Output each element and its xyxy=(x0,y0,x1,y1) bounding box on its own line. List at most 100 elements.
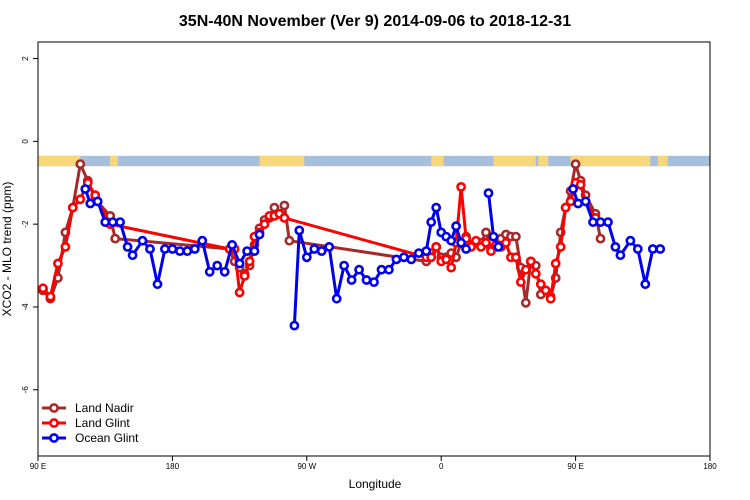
land-nadir-point xyxy=(570,159,581,169)
ocean-glint-point xyxy=(421,246,432,256)
land-band xyxy=(431,155,444,167)
ocean-glint-point xyxy=(406,254,417,265)
legend-label: Ocean Glint xyxy=(75,431,139,445)
land-glint-point xyxy=(511,252,521,263)
x-axis-label: Longitude xyxy=(349,477,402,491)
land-band xyxy=(110,155,118,167)
land-nadir-point xyxy=(481,227,491,238)
ocean-glint-point xyxy=(488,231,499,242)
ocean-glint-point xyxy=(80,184,91,194)
ocean-glint-point xyxy=(456,237,466,248)
chart-title: 35N-40N November (Ver 9) 2014-09-06 to 2… xyxy=(179,13,571,30)
ocean-glint-point xyxy=(152,279,163,290)
land-glint-point xyxy=(520,264,531,275)
land-glint-point xyxy=(525,256,536,267)
land-glint-point xyxy=(515,277,526,287)
land-glint-point xyxy=(575,179,586,190)
ocean-glint-point xyxy=(625,235,636,246)
land-nadir-point xyxy=(511,231,521,242)
land-band xyxy=(38,155,81,167)
x-tick-label: 90 W xyxy=(297,462,316,471)
plot-frame xyxy=(37,41,711,457)
ocean-glint-point xyxy=(573,198,583,209)
ocean-glint-point xyxy=(339,260,349,271)
land-band xyxy=(657,155,668,167)
landmask-strip xyxy=(38,155,710,167)
land-glint-point xyxy=(67,202,78,213)
ocean-glint-point xyxy=(182,246,193,256)
ocean-glint-point xyxy=(254,229,265,240)
ocean-glint-point xyxy=(383,264,394,275)
land-band xyxy=(493,155,536,167)
land-glint-point xyxy=(550,258,561,269)
ocean-glint-point xyxy=(446,235,457,246)
ocean-glint-point xyxy=(289,320,300,331)
ocean-glint-point xyxy=(632,244,643,254)
ocean-glint-point xyxy=(461,244,471,254)
y-tick-label: -6 xyxy=(21,386,30,394)
ocean-glint-point xyxy=(580,196,591,207)
land-glint-point xyxy=(426,252,437,263)
land-glint-point xyxy=(555,241,566,252)
ocean-glint-point xyxy=(115,217,125,227)
land-glint-point xyxy=(441,254,452,265)
legend-marker xyxy=(49,418,59,428)
land-band xyxy=(570,155,651,167)
land-glint-point xyxy=(431,241,442,252)
ocean-glint-point xyxy=(361,275,372,285)
ocean-glint-point xyxy=(316,246,327,256)
land-glint-point xyxy=(481,237,491,248)
x-tick-label: 90 E xyxy=(567,462,583,471)
ocean-glint-point xyxy=(145,244,155,254)
ocean-glint-point xyxy=(127,250,138,261)
land-glint-point xyxy=(446,262,457,273)
ocean-glint-point xyxy=(137,235,148,246)
land-nadir-point xyxy=(284,235,295,246)
land-glint-point xyxy=(239,270,250,281)
ocean-glint-point xyxy=(483,188,494,198)
land-glint-point xyxy=(540,285,551,296)
land-glint-point xyxy=(560,202,571,213)
ocean-glint-point xyxy=(615,250,626,261)
ocean-glint-point xyxy=(301,252,312,263)
ocean-glint-point xyxy=(610,241,621,252)
ocean-glint-point xyxy=(655,244,666,254)
land-glint-point xyxy=(530,268,541,279)
legend-label: Land Nadir xyxy=(75,401,134,415)
land-glint-point xyxy=(279,212,290,223)
legend-item-land-nadir: Land Nadir xyxy=(42,401,134,415)
y-axis-label: XCO2 - MLO trend (ppm) xyxy=(0,182,14,317)
ocean-glint-point xyxy=(294,225,305,236)
land-glint-point xyxy=(75,194,86,205)
ocean-glint-point xyxy=(167,244,178,254)
ocean-glint-point xyxy=(197,235,208,246)
land-glint-point xyxy=(565,196,576,207)
ocean-glint-point xyxy=(92,196,103,207)
land-glint-point xyxy=(535,279,546,290)
ocean-glint-point xyxy=(640,279,651,290)
x-axis: 90 E 180 90 W 0 90 E 180 xyxy=(30,456,717,471)
ocean-glint-point xyxy=(100,217,111,227)
ocean-glint-point xyxy=(346,275,357,285)
ocean-glint-point xyxy=(354,264,364,275)
ocean-glint-point xyxy=(189,244,200,254)
ocean-glint-point xyxy=(588,217,598,227)
ocean-glint-point xyxy=(568,184,578,194)
ocean-glint-point xyxy=(331,293,342,304)
ocean-band xyxy=(38,155,710,167)
ocean-glint-point xyxy=(493,241,504,252)
land-glint-point xyxy=(38,283,48,294)
land-glint-point xyxy=(259,219,270,230)
legend-item-ocean-glint: Ocean Glint xyxy=(42,431,139,445)
ocean-glint-point xyxy=(324,241,335,252)
x-tick-label: 0 xyxy=(439,462,444,471)
ocean-glint-point xyxy=(227,239,237,250)
y-tick-label: -2 xyxy=(21,220,30,228)
x-tick-label: 180 xyxy=(703,462,717,471)
x-tick-label: 180 xyxy=(166,462,180,471)
land-glint-point xyxy=(456,181,466,192)
ocean-glint-point xyxy=(249,246,260,256)
ocean-glint-point xyxy=(204,266,215,277)
